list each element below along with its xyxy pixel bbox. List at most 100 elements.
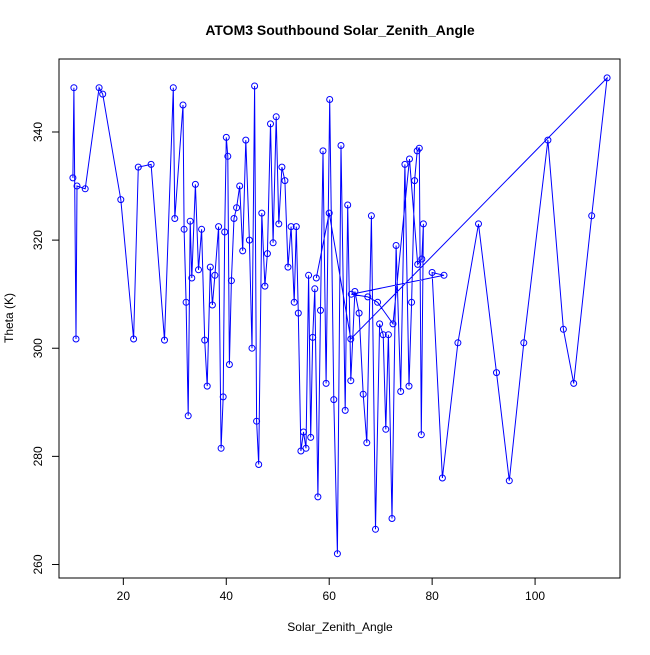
data-point: [397, 388, 405, 395]
data-point: [130, 335, 138, 343]
data-point: [269, 239, 277, 247]
data-point: [275, 220, 283, 228]
data-point: [520, 339, 528, 347]
data-point: [359, 390, 367, 398]
data-point: [169, 84, 177, 92]
data-point: [363, 439, 371, 447]
data-point: [418, 255, 426, 263]
data-point: [161, 336, 168, 344]
data-point: [382, 425, 390, 433]
data-point: [322, 379, 330, 387]
data-point: [300, 428, 307, 436]
data-point: [211, 271, 219, 279]
data-point: [388, 515, 396, 522]
data-point: [292, 223, 300, 231]
data-point: [219, 393, 227, 401]
data-point: [81, 185, 89, 193]
data-point: [372, 525, 379, 533]
data-point: [559, 325, 567, 333]
data-point: [294, 309, 302, 317]
data-point: [428, 269, 436, 276]
data-point: [281, 177, 289, 185]
data-point: [325, 209, 333, 217]
data-point: [419, 220, 427, 228]
data-point: [217, 444, 225, 452]
data-point: [230, 215, 238, 222]
data-point: [191, 180, 199, 188]
data-point: [147, 160, 155, 168]
data-point: [117, 196, 125, 204]
data-point: [198, 225, 206, 233]
data-point: [302, 444, 310, 452]
x-tick-label: 20: [117, 589, 131, 603]
data-point: [408, 298, 416, 306]
data-point: [203, 382, 211, 390]
data-point: [330, 396, 338, 404]
data-point: [475, 220, 482, 228]
data-point: [233, 204, 241, 212]
y-tick-label: 320: [31, 230, 45, 250]
data-point: [493, 369, 500, 377]
data-point: [261, 282, 269, 290]
data-point: [180, 225, 188, 233]
data-point: [239, 247, 247, 255]
data-point: [272, 113, 280, 121]
y-axis-label: Theta (K): [2, 293, 16, 343]
data-point: [253, 417, 261, 425]
data-point: [347, 377, 355, 385]
data-point: [201, 336, 209, 344]
y-tick-label: 280: [31, 446, 45, 466]
data-point: [374, 298, 382, 306]
data-point: [70, 84, 78, 92]
data-point: [544, 136, 552, 144]
data-point: [307, 433, 315, 441]
data-point: [414, 260, 422, 268]
data-point: [417, 431, 425, 439]
data-point: [215, 223, 223, 231]
data-point: [389, 320, 397, 328]
data-point: [317, 306, 324, 314]
data-point: [73, 182, 81, 190]
y-tick-label: 260: [31, 554, 45, 574]
series-layer: [69, 74, 611, 558]
data-point: [406, 155, 413, 163]
data-point: [195, 266, 202, 274]
data-point: [333, 550, 341, 558]
data-point: [208, 301, 216, 309]
data-point: [227, 277, 235, 285]
data-point: [438, 474, 446, 482]
data-point: [384, 331, 392, 339]
x-axis: 20 40 60 80 100: [117, 577, 545, 603]
data-point: [401, 160, 409, 168]
data-point: [284, 263, 292, 271]
x-axis-label: Solar_Zenith_Angle: [287, 620, 393, 634]
chart-title: ATOM3 Southbound Solar_Zenith_Angle: [205, 22, 475, 38]
data-point: [305, 271, 313, 279]
data-point: [278, 163, 286, 171]
data-point: [267, 120, 274, 128]
data-point: [344, 201, 352, 209]
data-point: [290, 298, 298, 306]
x-tick-label: 60: [323, 589, 337, 603]
data-point: [134, 163, 142, 171]
data-point: [72, 335, 80, 343]
data-point: [405, 382, 413, 390]
data-point: [319, 147, 327, 155]
data-point: [367, 212, 375, 220]
data-point: [337, 142, 345, 149]
data-point: [245, 236, 253, 244]
data-point: [347, 335, 355, 343]
data-point: [505, 477, 513, 485]
data-point: [603, 74, 611, 82]
data-point: [171, 215, 179, 222]
data-point: [186, 217, 194, 225]
data-point: [99, 90, 107, 98]
data-point: [221, 228, 229, 236]
x-tick-label: 40: [220, 589, 234, 603]
data-point: [379, 331, 387, 339]
data-point: [341, 406, 349, 414]
data-point: [258, 209, 266, 217]
y-tick-label: 300: [31, 338, 45, 358]
